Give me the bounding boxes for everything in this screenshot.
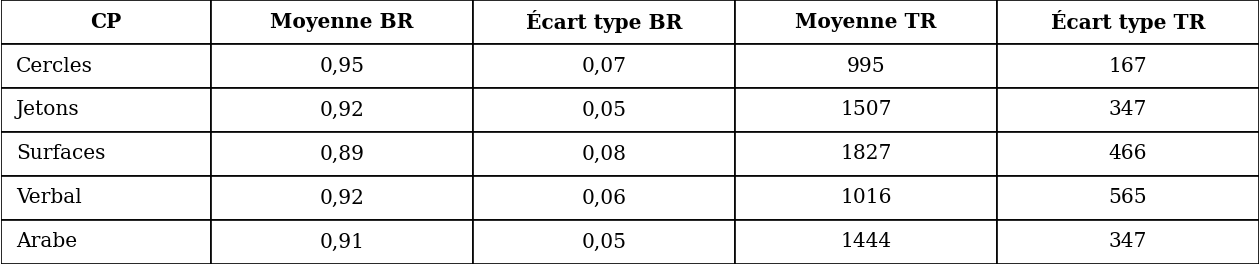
Bar <box>210 44 472 88</box>
Text: Arabe: Arabe <box>16 233 77 252</box>
Bar <box>472 220 735 264</box>
Text: 0,07: 0,07 <box>582 56 626 76</box>
Bar <box>1 176 210 220</box>
Text: 1507: 1507 <box>840 101 892 120</box>
Bar <box>997 88 1259 132</box>
Text: 0,91: 0,91 <box>320 233 364 252</box>
Text: Verbal: Verbal <box>16 188 82 208</box>
Bar <box>210 220 472 264</box>
Text: Moyenne TR: Moyenne TR <box>795 12 936 32</box>
Text: 0,08: 0,08 <box>582 144 626 163</box>
Text: 347: 347 <box>1109 233 1147 252</box>
Bar <box>210 88 472 132</box>
Text: 466: 466 <box>1109 144 1148 163</box>
Text: 0,06: 0,06 <box>582 188 626 208</box>
Bar <box>735 44 997 88</box>
Text: CP: CP <box>91 12 122 32</box>
Text: 0,92: 0,92 <box>320 101 364 120</box>
Text: 565: 565 <box>1109 188 1148 208</box>
Text: Écart type TR: Écart type TR <box>1051 11 1206 34</box>
Bar <box>997 44 1259 88</box>
Text: 0,95: 0,95 <box>320 56 364 76</box>
Text: 0,89: 0,89 <box>320 144 364 163</box>
Bar <box>472 132 735 176</box>
Text: 0,05: 0,05 <box>582 233 626 252</box>
Bar <box>472 0 735 44</box>
Text: Moyenne BR: Moyenne BR <box>270 12 413 32</box>
Bar <box>472 176 735 220</box>
Bar <box>472 44 735 88</box>
Bar <box>1 0 210 44</box>
Bar <box>1 220 210 264</box>
Bar <box>735 132 997 176</box>
Bar <box>210 0 472 44</box>
Bar <box>1 132 210 176</box>
Bar <box>735 88 997 132</box>
Bar <box>997 0 1259 44</box>
Bar <box>997 132 1259 176</box>
Text: 995: 995 <box>847 56 886 76</box>
Text: 0,92: 0,92 <box>320 188 364 208</box>
Text: 347: 347 <box>1109 101 1147 120</box>
Bar <box>1 44 210 88</box>
Bar <box>997 176 1259 220</box>
Bar <box>735 176 997 220</box>
Text: 1827: 1827 <box>840 144 892 163</box>
Text: Cercles: Cercles <box>16 56 93 76</box>
Bar <box>210 132 472 176</box>
Text: 0,05: 0,05 <box>582 101 626 120</box>
Bar <box>997 220 1259 264</box>
Text: 1444: 1444 <box>840 233 892 252</box>
Text: 167: 167 <box>1109 56 1148 76</box>
Bar <box>472 88 735 132</box>
Text: Écart type BR: Écart type BR <box>525 11 682 34</box>
Bar <box>1 88 210 132</box>
Text: 1016: 1016 <box>840 188 892 208</box>
Text: Jetons: Jetons <box>16 101 79 120</box>
Bar <box>210 176 472 220</box>
Text: Surfaces: Surfaces <box>16 144 106 163</box>
Bar <box>735 220 997 264</box>
Bar <box>735 0 997 44</box>
